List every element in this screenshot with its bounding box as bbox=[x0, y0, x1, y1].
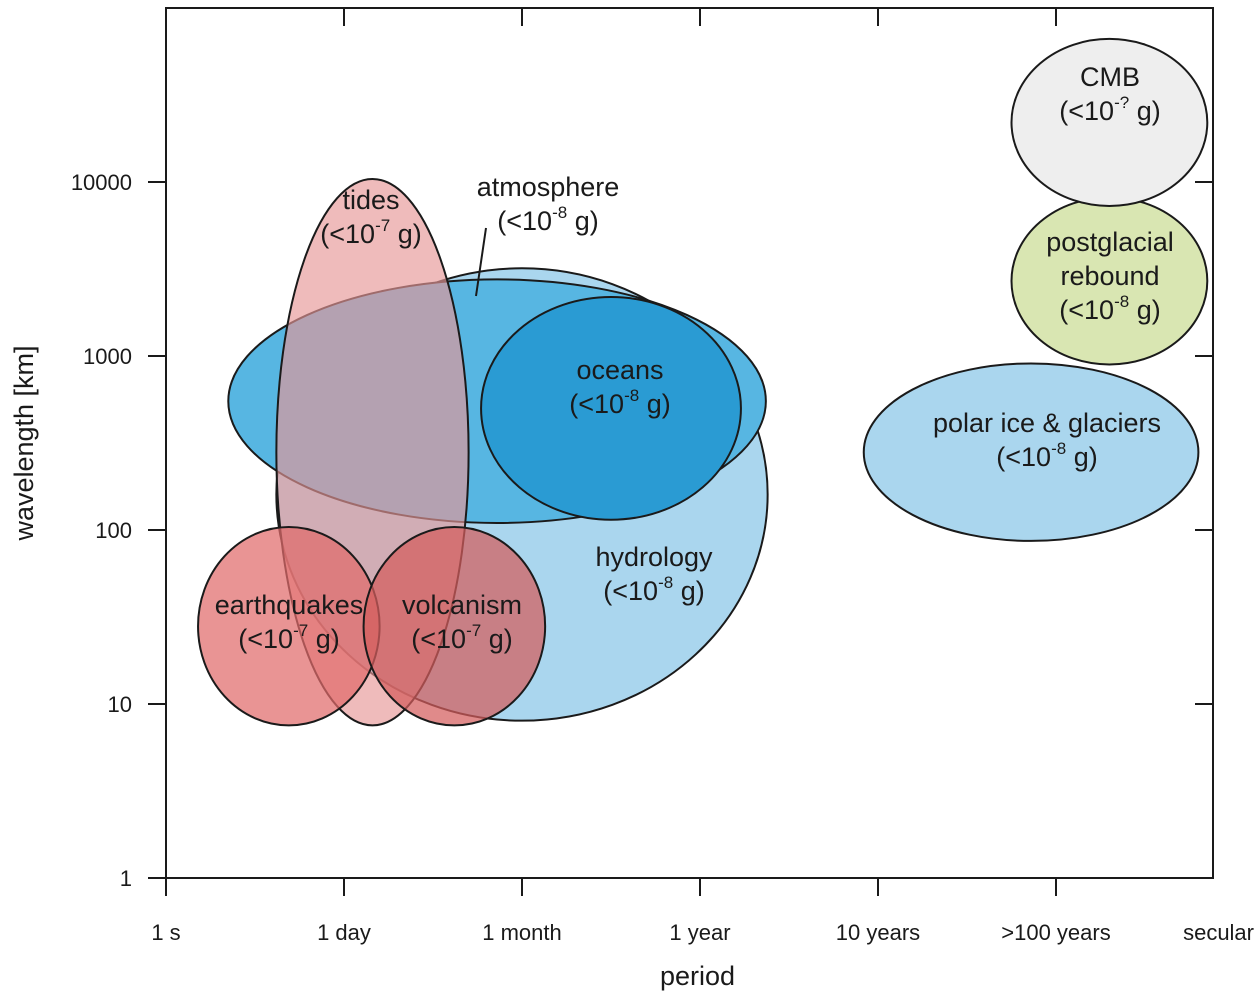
region-label-hydrology: hydrology (<10-8 g) bbox=[595, 542, 713, 606]
x-tick-label: 1 year bbox=[669, 920, 730, 945]
region-labels-layer: hydrology (<10-8 g) atmosphere (<10-8 g) oce… bbox=[215, 62, 1174, 654]
x-tick-label: 1 day bbox=[317, 920, 371, 945]
y-tick-label: 100 bbox=[95, 518, 132, 543]
x-axis-title: period bbox=[660, 961, 735, 991]
x-tick-label: 1 s bbox=[151, 920, 180, 945]
region-label-cmb: CMB (<10-? g) bbox=[1059, 62, 1160, 126]
region-oceans bbox=[480, 296, 742, 521]
region-polar-ice-glaciers bbox=[862, 362, 1200, 542]
region-label-tides: tides (<10-7 g) bbox=[320, 185, 421, 249]
region-label-earthquakes: earthquakes (<10-7 g) bbox=[215, 590, 364, 654]
x-tick-label: 10 years bbox=[836, 920, 920, 945]
y-tick-label: 10 bbox=[108, 692, 132, 717]
region-volcanism bbox=[362, 526, 547, 727]
axes-layer: 1 s 1 day 1 month 1 year 10 years >100 years s… bbox=[71, 8, 1254, 945]
x-tick-label: 1 month bbox=[482, 920, 562, 945]
regions-layer bbox=[197, 37, 1209, 727]
y-tick-label: 1000 bbox=[83, 344, 132, 369]
leaders-layer bbox=[475, 227, 487, 297]
region-label-postglacial-rebound: postglacial rebound (<10-8 g) bbox=[1046, 227, 1174, 325]
y-axis-title: wavelength [km] bbox=[9, 345, 39, 541]
y-tick-label: 1 bbox=[120, 866, 132, 891]
region-cmb bbox=[1010, 37, 1209, 207]
leader-line-atmosphere bbox=[475, 227, 487, 297]
plot-frame bbox=[165, 7, 1214, 879]
region-label-polar-ice-glaciers: polar ice & glaciers (<10-8 g) bbox=[933, 408, 1161, 472]
region-label-volcanism: volcanism (<10-7 g) bbox=[402, 590, 522, 654]
region-label-atmosphere: atmosphere (<10-8 g) bbox=[477, 172, 620, 236]
y-tick-label: 10000 bbox=[71, 170, 132, 195]
x-tick-label: secular bbox=[1183, 920, 1254, 945]
region-label-oceans: oceans (<10-8 g) bbox=[569, 355, 670, 419]
x-tick-label: >100 years bbox=[1001, 920, 1110, 945]
